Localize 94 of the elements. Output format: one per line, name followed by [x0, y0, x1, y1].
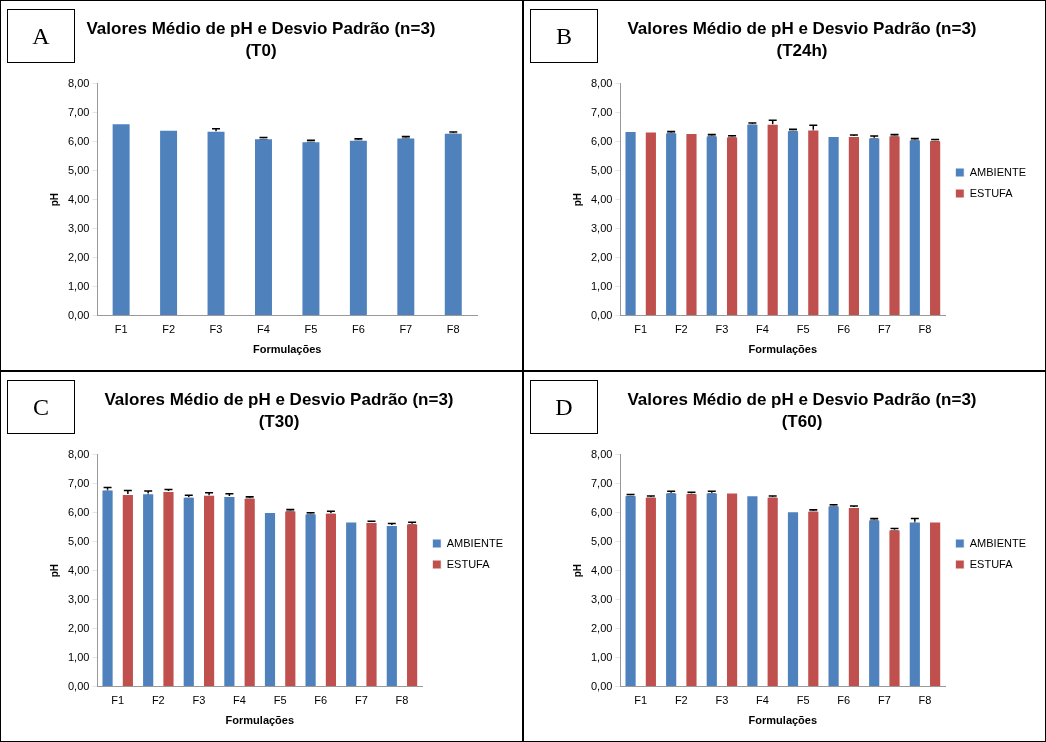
x-tick-label: F8 [395, 694, 409, 707]
x-tick-label: F7 [877, 323, 891, 336]
chart-subtitle: (T60) [781, 412, 823, 432]
x-tick-label: F2 [162, 323, 175, 336]
y-tick-label: 3,00 [590, 592, 613, 605]
text: B [530, 9, 598, 63]
y-tick-label: 2,00 [67, 621, 90, 634]
legend-label: ESTUFA [969, 557, 1014, 570]
text: A [7, 9, 75, 63]
x-tick-label: F5 [796, 694, 810, 707]
text: D [530, 380, 598, 434]
y-tick-label: 4,00 [67, 192, 90, 205]
x-tick-label: F8 [918, 323, 932, 336]
x-tick-label: F7 [877, 694, 891, 707]
y-tick-label: 1,00 [590, 650, 613, 663]
x-tick-label: F3 [715, 323, 729, 336]
x-tick-label: F4 [233, 694, 246, 707]
y-tick-label: 1,00 [590, 279, 613, 292]
x-tick-label: F2 [674, 694, 688, 707]
y-tick-label: 5,00 [590, 534, 613, 547]
y-tick-label: 0,00 [67, 679, 90, 692]
y-tick-label: 5,00 [590, 163, 613, 176]
y-tick-label: 2,00 [590, 250, 613, 263]
x-tick-label: F8 [918, 694, 932, 707]
x-tick-label: F8 [446, 323, 460, 336]
chart-title: Valores Médio de pH e Desvio Padrão (n=3) [86, 18, 436, 38]
legend-label: ESTUFA [969, 186, 1014, 199]
x-tick-label: F6 [837, 323, 851, 336]
y-axis-title: pH [48, 193, 60, 207]
chart-title: Valores Médio de pH e Desvio Padrão (n=3) [627, 389, 977, 409]
chart-subtitle: (T24h) [776, 41, 828, 61]
x-tick-label: F1 [111, 694, 125, 707]
y-axis-title: pH [571, 564, 583, 578]
text: C [7, 380, 75, 434]
chart-title: Valores Médio de pH e Desvio Padrão (n=3) [104, 389, 454, 409]
x-tick-label: F6 [837, 694, 851, 707]
x-tick-label: F1 [634, 323, 648, 336]
legend-label: AMBIENTE [969, 165, 1026, 178]
x-tick-label: F3 [715, 694, 729, 707]
y-tick-label: 3,00 [67, 221, 90, 234]
y-axis-title: pH [48, 564, 60, 578]
x-tick-label: F6 [314, 694, 328, 707]
y-tick-label: 0,00 [590, 679, 613, 692]
y-tick-label: 7,00 [67, 105, 90, 118]
y-tick-label: 7,00 [67, 476, 90, 489]
x-tick-label: F5 [273, 694, 287, 707]
y-tick-label: 5,00 [67, 534, 90, 547]
y-tick-label: 7,00 [590, 105, 613, 118]
y-tick-label: 3,00 [67, 592, 90, 605]
x-tick-label: F3 [192, 694, 206, 707]
chart-title: Valores Médio de pH e Desvio Padrão (n=3) [627, 18, 977, 38]
y-tick-label: 0,00 [590, 308, 613, 321]
y-tick-label: 6,00 [590, 134, 613, 147]
y-tick-label: 4,00 [67, 563, 90, 576]
y-tick-label: 1,00 [67, 650, 90, 663]
x-tick-label: F5 [304, 323, 318, 336]
y-tick-label: 1,00 [67, 279, 90, 292]
y-tick-label: 8,00 [67, 447, 90, 460]
x-tick-label: F2 [151, 694, 165, 707]
x-tick-label: F1 [634, 694, 648, 707]
y-tick-label: 2,00 [67, 250, 90, 263]
y-tick-label: 5,00 [67, 163, 90, 176]
x-tick-label: F1 [114, 323, 128, 336]
x-tick-label: F7 [354, 694, 368, 707]
y-tick-label: 6,00 [67, 505, 90, 518]
x-tick-label: F4 [257, 323, 270, 336]
x-axis-title: Formulações [748, 714, 818, 727]
chart-subtitle: (T30) [258, 412, 300, 432]
y-tick-label: 2,00 [590, 621, 613, 634]
x-tick-label: F7 [399, 323, 413, 336]
y-tick-label: 8,00 [67, 76, 90, 89]
legend-label: ESTUFA [446, 557, 491, 570]
y-tick-label: 3,00 [590, 221, 613, 234]
x-axis-title: Formulações [252, 343, 322, 356]
x-tick-label: F3 [209, 323, 223, 336]
legend-label: AMBIENTE [446, 536, 503, 549]
x-tick-label: F4 [756, 694, 769, 707]
y-tick-label: 0,00 [67, 308, 90, 321]
y-tick-label: 6,00 [590, 505, 613, 518]
y-tick-label: 4,00 [590, 563, 613, 576]
chart-subtitle: (T0) [245, 41, 277, 61]
y-tick-label: 6,00 [67, 134, 90, 147]
legend-label: AMBIENTE [969, 536, 1026, 549]
y-tick-label: 8,00 [590, 76, 613, 89]
x-axis-title: Formulações [225, 714, 295, 727]
y-tick-label: 7,00 [590, 476, 613, 489]
x-tick-label: F4 [756, 323, 769, 336]
x-tick-label: F2 [674, 323, 688, 336]
x-axis-title: Formulações [748, 343, 818, 356]
y-axis-title: pH [571, 193, 583, 207]
x-tick-label: F6 [351, 323, 365, 336]
x-tick-label: F5 [796, 323, 810, 336]
y-tick-label: 8,00 [590, 447, 613, 460]
y-tick-label: 4,00 [590, 192, 613, 205]
